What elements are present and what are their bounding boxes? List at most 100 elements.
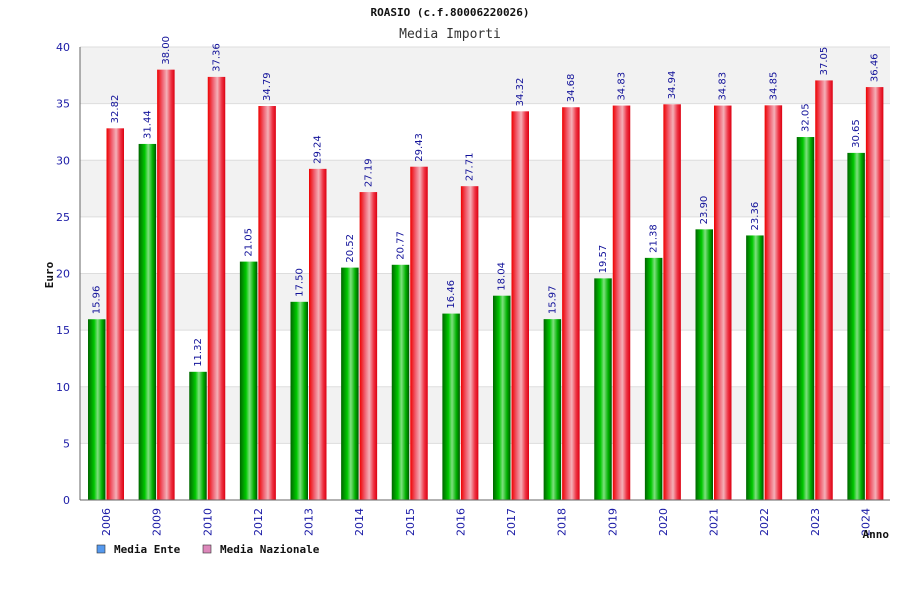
bar-media-ente [290,301,308,500]
bar-media-ente [594,278,612,500]
legend: Media Ente Media Nazionale [96,543,320,556]
bar-media-ente [847,152,865,501]
y-axis-ticks: 0 5 10 15 20 25 30 35 40 [56,41,70,507]
legend-label: Media Ente [114,543,181,556]
chart-subtitle: Media Importi [399,27,501,42]
data-label-media-nazionale: 36.46 [870,53,881,82]
x-tick-label: 2023 [809,508,822,536]
bar-media-nazionale [410,166,428,500]
x-tick-label: 2019 [606,508,619,536]
bar-media-ente [695,229,713,500]
data-label-media-nazionale: 29.43 [414,133,425,162]
x-axis-ticks: 2006 2009 2010 2012 2013 2014 2015 2016 2017 2018… [100,508,872,536]
bar-media-nazionale [460,186,479,500]
data-label-media-ente: 19.57 [598,245,609,274]
y-tick-label: 15 [56,324,70,337]
x-tick-label: 2018 [556,508,569,536]
data-label-media-nazionale: 34.85 [768,72,779,101]
data-label-media-ente: 16.46 [446,280,457,309]
x-tick-label: 2010 [201,508,214,536]
bar-media-ente [543,319,562,500]
y-axis-label: Euro [43,261,56,288]
bar-media-ente [746,235,764,500]
chart-title: ROASIO (c.f.80006220026) [371,6,530,19]
bar-media-nazionale [612,105,631,501]
x-tick-label: 2016 [454,508,467,536]
data-label-media-ente: 17.50 [294,268,305,297]
x-tick-label: 2006 [100,508,113,536]
x-tick-label: 2024 [859,508,872,536]
bar-media-nazionale [309,168,327,500]
data-labels: 15.96 32.82 31.44 38.00 11.32 37.36 21.05 34.79… [92,36,881,367]
x-tick-label: 2020 [657,508,670,536]
x-tick-label: 2017 [505,508,518,536]
data-label-media-ente: 20.77 [396,231,407,260]
data-label-media-ente: 21.05 [244,228,255,257]
x-tick-label: 2021 [708,508,721,536]
bar-media-ente [442,313,460,500]
data-label-media-nazionale: 34.79 [262,72,273,101]
bar-media-ente [493,295,511,500]
bar-media-ente [239,261,258,500]
bars [88,69,884,501]
data-label-media-nazionale: 29.24 [313,135,324,164]
bar-media-nazionale [511,111,529,501]
data-label-media-nazionale: 37.36 [212,43,223,72]
y-tick-label: 25 [56,211,70,224]
x-tick-label: 2013 [303,508,316,536]
data-label-media-ente: 31.44 [142,110,153,139]
data-label-media-nazionale: 34.83 [617,72,628,101]
bar-media-nazionale [865,87,884,500]
bar-media-nazionale [663,104,681,500]
bar-media-ente [341,267,359,500]
x-axis-label: Anno [863,528,890,541]
bar-media-ente [189,371,207,500]
bar-media-nazionale [258,106,276,501]
bar-media-nazionale [207,76,226,500]
y-tick-label: 40 [56,41,70,54]
data-label-media-ente: 15.96 [92,286,103,315]
data-label-media-nazionale: 34.32 [515,78,526,107]
data-label-media-ente: 30.65 [851,119,862,148]
data-label-media-nazionale: 37.05 [819,47,830,76]
legend-swatch [202,544,212,554]
bar-media-nazionale [764,105,783,500]
bar-media-nazionale [815,80,833,500]
data-label-media-ente: 20.52 [345,234,356,263]
bar-media-nazionale [562,107,580,501]
x-tick-label: 2015 [404,508,417,536]
bar-media-ente [391,264,410,500]
data-label-media-nazionale: 27.19 [363,158,374,187]
data-label-media-ente: 23.90 [699,196,710,225]
x-tick-label: 2022 [758,508,771,536]
bar-media-nazionale [157,69,175,501]
x-tick-label: 2014 [353,508,366,536]
x-tick-label: 2009 [151,508,164,536]
bar-media-nazionale [714,105,732,501]
y-tick-label: 10 [56,381,70,394]
data-label-media-nazionale: 34.68 [566,74,577,103]
bar-media-ente [796,137,815,500]
bar-media-ente [644,257,663,500]
data-label-media-ente: 15.97 [547,285,558,314]
legend-swatch [96,544,106,554]
data-label-media-ente: 11.32 [193,338,204,367]
y-tick-label: 5 [63,437,70,450]
y-tick-label: 35 [56,98,70,111]
y-tick-label: 20 [56,268,70,281]
data-label-media-ente: 23.36 [750,202,761,231]
data-label-media-nazionale: 38.00 [161,36,172,65]
legend-label: Media Nazionale [220,543,320,556]
bar-media-nazionale [106,128,124,500]
y-tick-label: 0 [63,494,70,507]
data-label-media-nazionale: 27.71 [465,153,476,182]
bar-media-ente [138,143,157,500]
x-tick-label: 2012 [252,508,265,536]
data-label-media-nazionale: 34.83 [718,72,729,101]
data-label-media-ente: 18.04 [497,262,508,291]
bar-media-nazionale [359,192,378,501]
data-label-media-nazionale: 32.82 [110,95,121,124]
data-label-media-nazionale: 34.94 [667,71,678,100]
bar-media-ente [88,319,106,500]
